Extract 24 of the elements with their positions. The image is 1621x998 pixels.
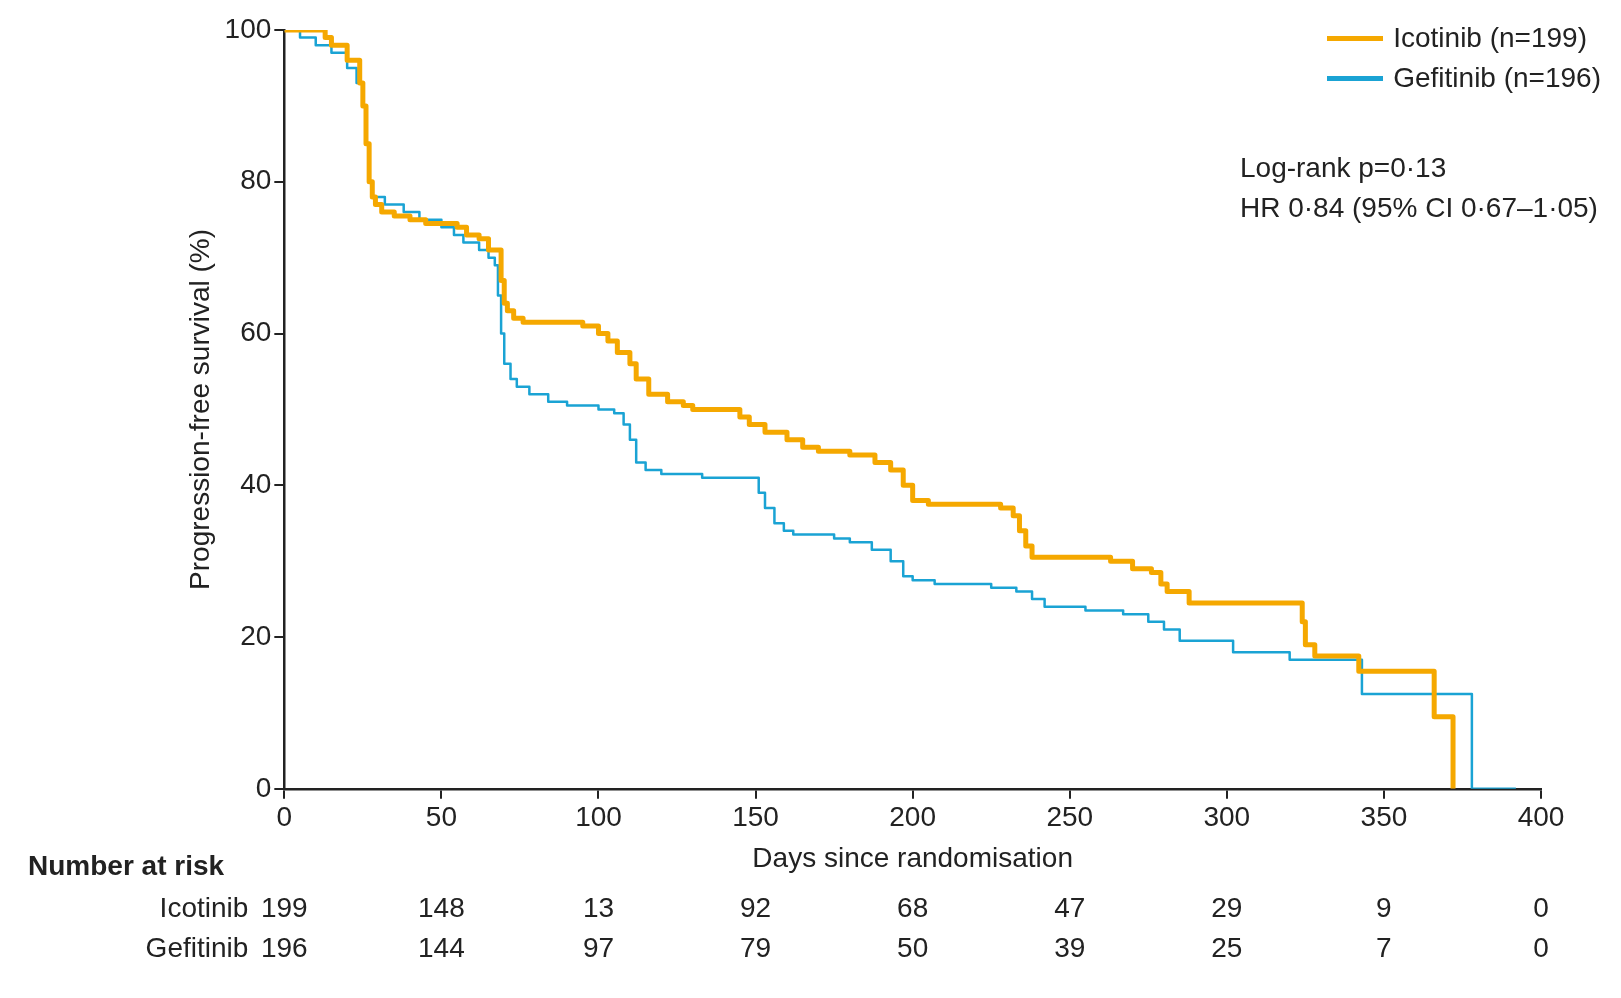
text: Number at risk bbox=[28, 850, 225, 882]
y-tick-label: 20 bbox=[240, 619, 272, 651]
y-tick-label: 0 bbox=[255, 771, 272, 803]
annotation: Log-rank p=0·13 bbox=[1240, 151, 1448, 185]
y-tick-label: 80 bbox=[240, 164, 272, 196]
x-tick-label: 50 bbox=[425, 801, 457, 833]
legend-label: Icotinib (n=199) bbox=[1393, 22, 1587, 54]
annotation: HR 0·84 (95% CI 0·67–1·05) bbox=[1240, 191, 1598, 225]
x-tick-label: 300 bbox=[1203, 801, 1251, 833]
y-axis-title: Progression-free survival (%) bbox=[183, 228, 215, 590]
x-tick-label: 400 bbox=[1517, 801, 1565, 833]
text: Gefitinib 196 144 97 79 50 39 25 7 0 bbox=[145, 932, 1549, 963]
y-tick-label: 40 bbox=[240, 468, 272, 499]
y-tick-label: 100 bbox=[224, 12, 272, 44]
legend-label: Gefitinib (n=196) bbox=[1393, 62, 1601, 94]
x-tick-label: 150 bbox=[732, 801, 779, 833]
x-tick-label: 250 bbox=[1046, 801, 1094, 833]
x-axis-title: Days since randomisation bbox=[752, 841, 1073, 873]
x-tick-label: 200 bbox=[889, 801, 937, 833]
x-tick-label: 100 bbox=[575, 801, 622, 833]
text: Icotinib 199 148 13 92 68 47 29 9 0 bbox=[159, 892, 1549, 923]
y-tick-label: 60 bbox=[240, 316, 272, 348]
x-tick-label: 0 bbox=[276, 801, 293, 833]
x-tick-label: 350 bbox=[1360, 801, 1408, 833]
